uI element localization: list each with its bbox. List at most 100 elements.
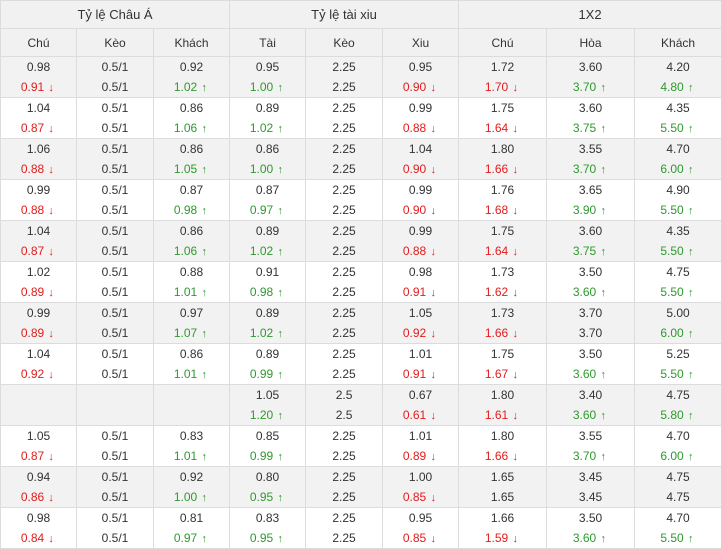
arrow-up-icon: ↑ bbox=[199, 324, 209, 344]
opening-odds: 3.70 bbox=[547, 303, 634, 323]
arrow-down-icon: ↓ bbox=[510, 406, 520, 426]
arrow-up-icon: ↑ bbox=[199, 201, 209, 221]
arrow-up-icon: ↑ bbox=[686, 406, 696, 426]
current-odds: 2.25 bbox=[306, 487, 382, 507]
col-away: Khách bbox=[154, 29, 230, 57]
opening-odds: 0.5/1 bbox=[77, 57, 153, 77]
current-odds-value: 6.00 bbox=[660, 162, 683, 176]
arrow-up-icon: ↑ bbox=[686, 283, 696, 303]
opening-odds: 4.35 bbox=[635, 98, 721, 118]
current-odds-value: 3.75 bbox=[573, 121, 596, 135]
current-odds-value: 2.5 bbox=[336, 408, 353, 422]
current-odds bbox=[77, 405, 153, 425]
opening-odds: 1.05 bbox=[230, 385, 305, 405]
current-odds-value: 0.90 bbox=[403, 162, 426, 176]
current-odds: 3.60↑ bbox=[547, 364, 634, 384]
current-odds: 0.5/1 bbox=[77, 323, 153, 343]
current-odds: 0.95↑ bbox=[230, 487, 305, 507]
current-odds: 5.50↑ bbox=[635, 528, 721, 548]
current-odds: 0.92↓ bbox=[1, 364, 76, 384]
current-odds: 5.80↑ bbox=[635, 405, 721, 425]
current-odds-value: 5.50 bbox=[660, 244, 683, 258]
current-odds-value: 1.07 bbox=[174, 326, 197, 340]
arrow-down-icon: ↓ bbox=[428, 160, 438, 180]
arrow-down-icon: ↓ bbox=[510, 324, 520, 344]
col-1x2-away: Khách bbox=[635, 29, 721, 57]
arrow-down-icon: ↓ bbox=[46, 447, 56, 467]
arrow-up-icon: ↑ bbox=[598, 78, 608, 98]
current-odds: 3.90↑ bbox=[547, 200, 634, 220]
current-odds: 0.91↓ bbox=[383, 282, 458, 302]
cell-away bbox=[154, 385, 230, 426]
opening-odds: 0.5/1 bbox=[77, 303, 153, 323]
arrow-up-icon: ↑ bbox=[686, 242, 696, 262]
current-odds-value: 4.75 bbox=[666, 490, 689, 504]
opening-odds: 0.99 bbox=[1, 303, 76, 323]
opening-odds: 2.25 bbox=[306, 262, 382, 282]
opening-odds: 4.70 bbox=[635, 139, 721, 159]
current-odds-value: 3.70 bbox=[573, 449, 596, 463]
1x2-header: 1X2 bbox=[459, 1, 721, 29]
current-odds-value: 0.97 bbox=[250, 203, 273, 217]
current-odds-value: 2.25 bbox=[332, 203, 355, 217]
current-odds: 2.25 bbox=[306, 282, 382, 302]
current-odds-value: 2.25 bbox=[332, 162, 355, 176]
current-odds-value: 1.59 bbox=[485, 531, 508, 545]
current-odds: 1.66↓ bbox=[459, 159, 546, 179]
current-odds: 2.25 bbox=[306, 200, 382, 220]
opening-odds: 4.20 bbox=[635, 57, 721, 77]
opening-odds: 2.25 bbox=[306, 303, 382, 323]
current-odds-value: 1.00 bbox=[250, 162, 273, 176]
current-odds: 3.70↑ bbox=[547, 77, 634, 97]
opening-odds: 3.60 bbox=[547, 98, 634, 118]
opening-odds: 0.98 bbox=[383, 262, 458, 282]
opening-odds: 0.89 bbox=[230, 221, 305, 241]
current-odds-value: 2.25 bbox=[332, 531, 355, 545]
opening-odds: 3.50 bbox=[547, 262, 634, 282]
current-odds-value: 0.5/1 bbox=[102, 449, 129, 463]
opening-odds: 0.83 bbox=[230, 508, 305, 528]
current-odds: 0.86↓ bbox=[1, 487, 76, 507]
current-odds: 0.98↑ bbox=[230, 282, 305, 302]
opening-odds: 1.01 bbox=[383, 426, 458, 446]
current-odds-value: 0.90 bbox=[403, 80, 426, 94]
arrow-up-icon: ↑ bbox=[199, 119, 209, 139]
current-odds-value: 0.5/1 bbox=[102, 80, 129, 94]
current-odds: 0.91↓ bbox=[1, 77, 76, 97]
arrow-down-icon: ↓ bbox=[510, 529, 520, 549]
arrow-up-icon: ↑ bbox=[598, 119, 608, 139]
current-odds: 0.88↓ bbox=[1, 200, 76, 220]
current-odds-value: 0.98 bbox=[250, 285, 273, 299]
current-odds-value: 1.61 bbox=[485, 408, 508, 422]
current-odds: 0.61↓ bbox=[383, 405, 458, 425]
opening-odds: 0.99 bbox=[383, 98, 458, 118]
current-odds: 0.95↑ bbox=[230, 528, 305, 548]
current-odds-value: 1.02 bbox=[250, 326, 273, 340]
current-odds-value: 2.25 bbox=[332, 490, 355, 504]
arrow-up-icon: ↑ bbox=[686, 324, 696, 344]
cell-home bbox=[1, 385, 77, 426]
opening-odds: 1.75 bbox=[459, 98, 546, 118]
opening-odds: 2.25 bbox=[306, 221, 382, 241]
current-odds: 2.25 bbox=[306, 159, 382, 179]
opening-odds: 1.02 bbox=[1, 262, 76, 282]
